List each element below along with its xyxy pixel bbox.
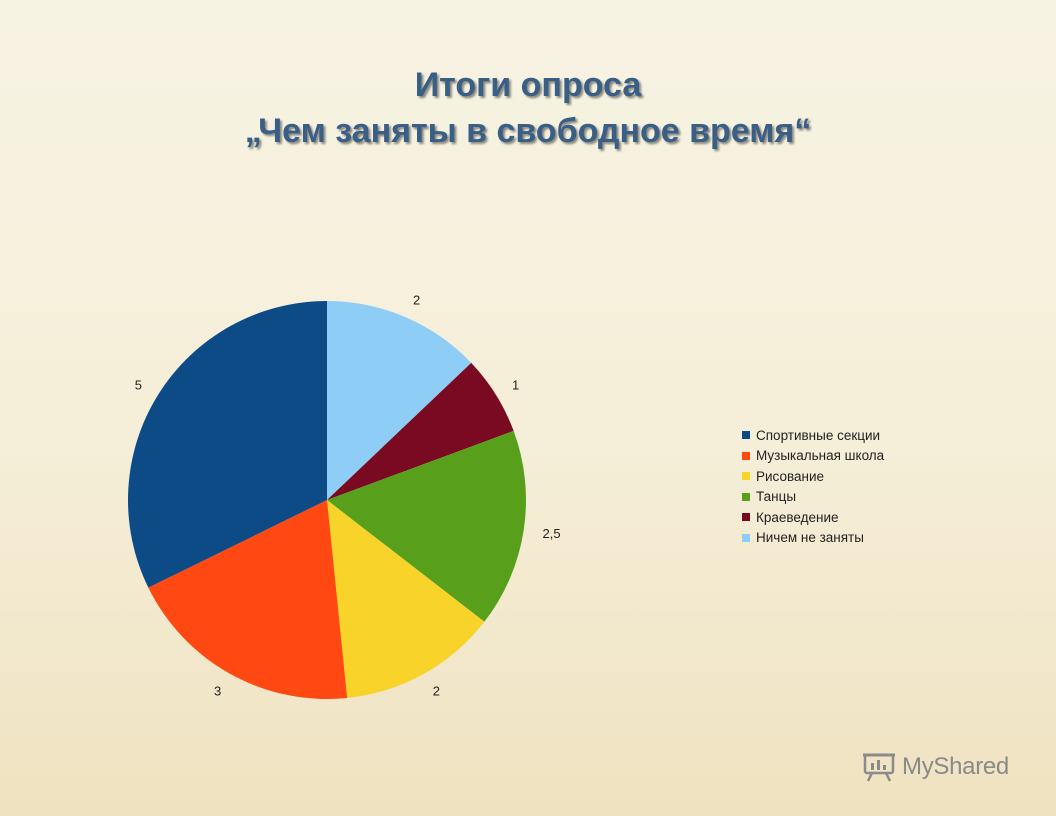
legend-label: Музыкальная школа <box>756 448 885 464</box>
legend-label: Танцы <box>756 489 797 505</box>
legend-label: Ничем не заняты <box>756 530 864 546</box>
legend-label: Краеведение <box>756 509 839 525</box>
pie-slice-2 <box>327 430 526 622</box>
watermark-text: MyShared <box>902 753 1009 780</box>
slice-data-label-5: 5 <box>135 378 142 393</box>
legend-label: Рисование <box>756 468 824 484</box>
legend-swatch <box>742 451 750 460</box>
pie-slice-1 <box>327 362 514 500</box>
legend-item-0: Спортивные секции <box>742 425 884 446</box>
watermark: MyShared <box>862 752 1009 782</box>
legend-swatch <box>742 431 750 440</box>
legend-swatch <box>742 533 750 542</box>
pie-slice-0 <box>327 301 472 500</box>
slice-data-label-2: 2,5 <box>542 526 560 541</box>
legend-swatch <box>742 492 750 501</box>
legend-item-1: Музыкальная школа <box>742 446 884 467</box>
pie-slice-3 <box>327 500 485 698</box>
chart-title-line-1: Итоги опроса <box>414 66 642 104</box>
legend-item-4: Краеведение <box>742 507 884 528</box>
slice-data-label-3: 2 <box>433 684 440 699</box>
slice-data-label-0: 2 <box>413 293 420 308</box>
chart-title-line-2: „Чем заняты в свободное время“ <box>244 112 812 150</box>
legend-label: Спортивные секции <box>756 427 881 443</box>
pie-slice-5 <box>128 301 327 588</box>
slice-data-label-4: 3 <box>214 684 221 699</box>
presentation-board-icon <box>863 753 895 782</box>
legend-swatch <box>742 513 750 522</box>
legend-item-5: Ничем не заняты <box>742 528 884 549</box>
chart-legend: Спортивные секции Музыкальная школа Рисова… <box>742 425 884 548</box>
slice-data-label-1: 1 <box>512 378 519 393</box>
legend-item-2: Рисование <box>742 466 884 487</box>
legend-item-3: Танцы <box>742 487 884 508</box>
legend-swatch <box>742 472 750 481</box>
pie-slice-4 <box>148 500 348 699</box>
